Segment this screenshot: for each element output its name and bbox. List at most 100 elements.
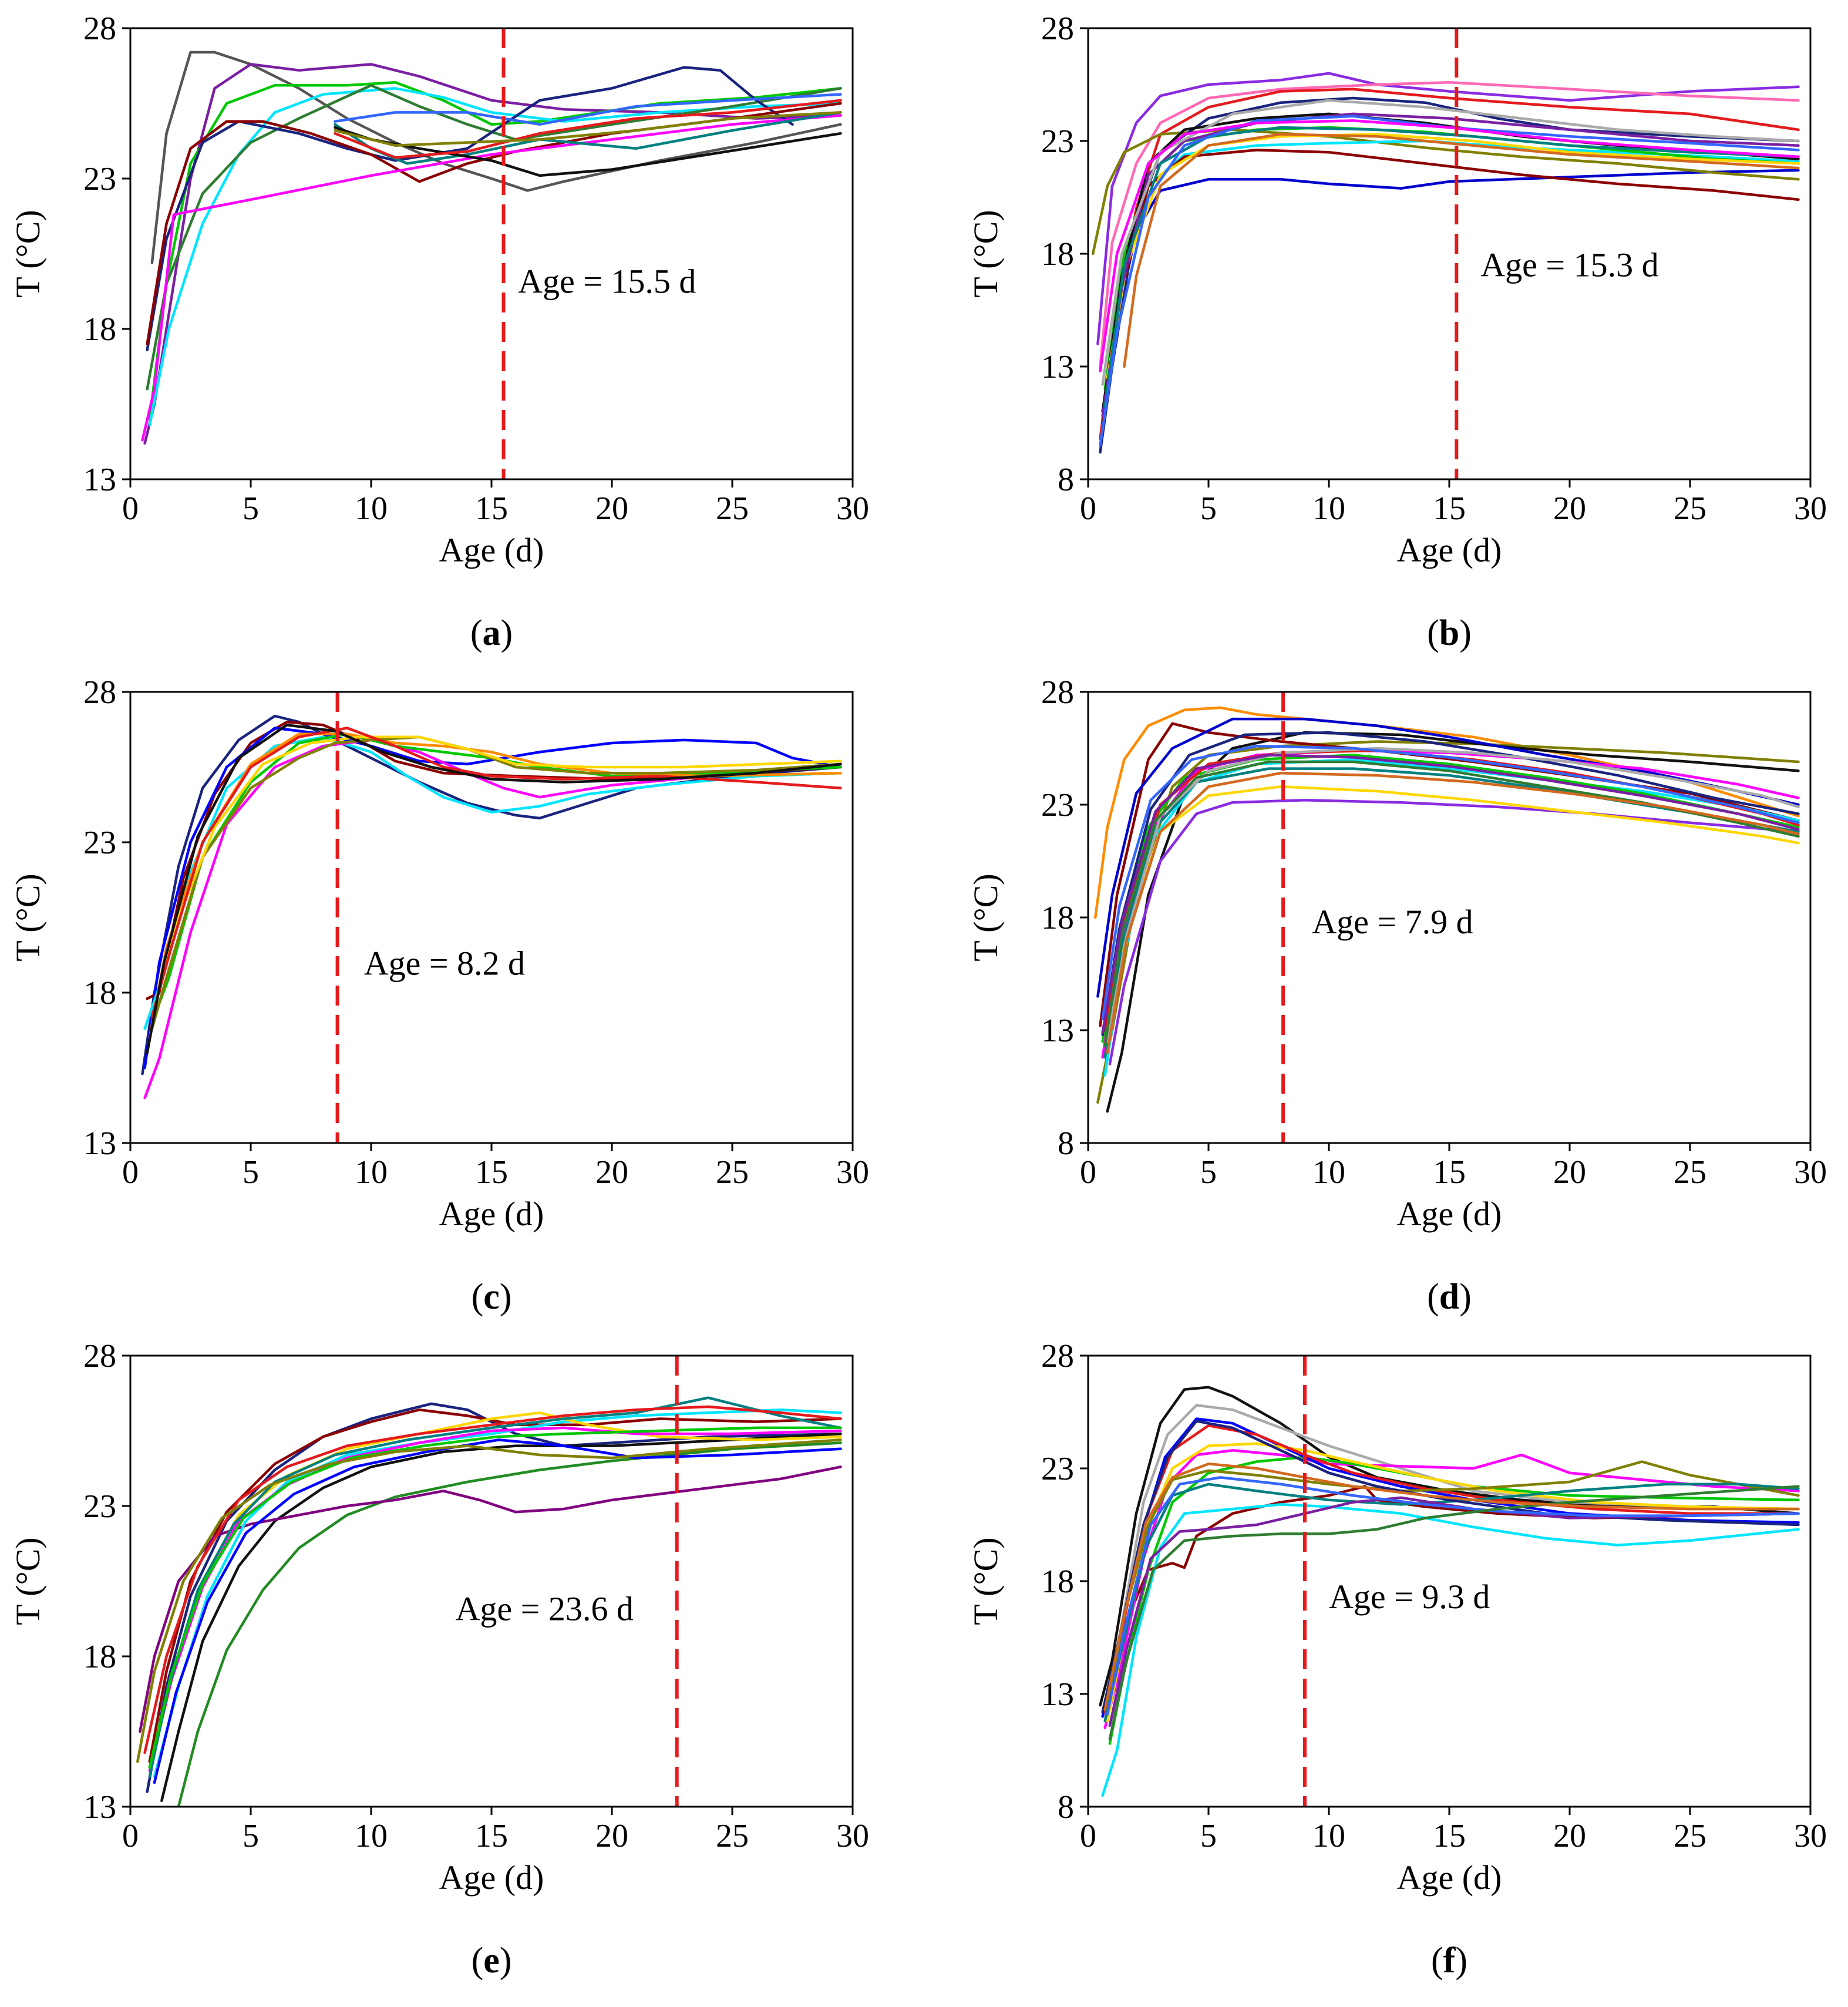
x-tick-label: 30 xyxy=(1794,1154,1827,1191)
y-tick-label: 18 xyxy=(83,311,116,348)
x-tick-label: 25 xyxy=(716,1154,749,1191)
series-line-1 xyxy=(1099,1386,1800,1707)
y-tick-label: 18 xyxy=(1041,1564,1074,1600)
y-tick-label: 13 xyxy=(83,1125,116,1162)
series-line-9 xyxy=(1101,149,1800,425)
x-tick-label: 5 xyxy=(1200,1818,1217,1854)
series-line-15 xyxy=(1099,115,1800,447)
y-tick-label: 8 xyxy=(1058,462,1074,498)
caption-close-paren: ) xyxy=(500,1277,512,1317)
caption-letter: a xyxy=(483,613,501,653)
series-line-9 xyxy=(148,1396,842,1779)
series-line-10 xyxy=(143,1405,842,1754)
x-tick-label: 30 xyxy=(836,490,869,527)
series-line-4 xyxy=(148,87,842,427)
x-tick-label: 25 xyxy=(716,1818,749,1854)
panel-caption: (a) xyxy=(470,613,513,653)
x-tick-label: 20 xyxy=(595,1154,628,1191)
y-tick-label: 8 xyxy=(1058,1789,1074,1826)
series-line-1 xyxy=(1094,706,1800,919)
series-line-2 xyxy=(148,1408,842,1763)
chart-panel-f: Age = 9.3 d 0 5 10 15 20 25 30 8 13 18 23 28 Age (d) T… xyxy=(967,1338,1827,1981)
x-tick-label: 20 xyxy=(595,1818,628,1854)
x-tick-label: 10 xyxy=(355,490,388,527)
y-tick-label: 13 xyxy=(1041,349,1074,385)
series-line-1 xyxy=(146,1402,842,1793)
x-tick-label: 5 xyxy=(1200,1154,1217,1191)
series-line-13 xyxy=(334,111,842,147)
x-tick-label: 20 xyxy=(595,490,628,527)
caption-letter: f xyxy=(1443,1941,1456,1981)
series-group xyxy=(141,51,842,445)
series-line-2 xyxy=(143,63,842,445)
series-line-3 xyxy=(148,80,842,421)
caption-open-paren: ( xyxy=(472,1941,484,1981)
x-tick-label: 30 xyxy=(836,1154,869,1191)
x-tick-label: 10 xyxy=(355,1154,388,1191)
series-line-16 xyxy=(1099,119,1800,372)
y-tick-label: 23 xyxy=(83,161,116,197)
x-tick-label: 0 xyxy=(122,490,139,527)
y-axis-title: T (°C) xyxy=(967,873,1005,961)
x-axis-title: Age (d) xyxy=(1397,531,1502,569)
series-line-1 xyxy=(141,714,842,1075)
plot-frame xyxy=(129,1354,854,1808)
series-line-12 xyxy=(153,1438,842,1784)
caption-open-paren: ( xyxy=(470,613,483,653)
caption-letter: b xyxy=(1439,613,1459,653)
series-line-12 xyxy=(334,93,842,126)
chart-panel-b: Age = 15.3 d 0 5 10 15 20 25 30 8 13 18 23 28 Age (d)… xyxy=(967,11,1827,653)
x-tick-label: 0 xyxy=(1080,1154,1096,1191)
x-tick-label: 15 xyxy=(475,490,508,527)
caption-close-paren: ) xyxy=(1459,1277,1472,1317)
caption-letter: d xyxy=(1439,1277,1459,1317)
panel-caption: (c) xyxy=(472,1277,512,1317)
x-tick-label: 15 xyxy=(475,1818,508,1854)
series-line-15 xyxy=(1101,744,1800,1021)
series-line-17 xyxy=(1123,133,1800,368)
y-tick-label: 13 xyxy=(83,462,116,498)
series-line-14 xyxy=(1101,99,1800,386)
series-line-14 xyxy=(1106,747,1800,1043)
x-tick-label: 25 xyxy=(1674,1154,1706,1191)
x-axis-title: Age (d) xyxy=(1397,1195,1502,1233)
y-tick-label: 13 xyxy=(1041,1676,1074,1713)
y-tick-label: 13 xyxy=(1041,1013,1074,1049)
series-line-9 xyxy=(153,735,842,1009)
x-tick-label: 0 xyxy=(1080,1818,1096,1854)
x-axis-title: Age (d) xyxy=(1397,1858,1502,1897)
series-line-13 xyxy=(136,1438,842,1763)
x-tick-label: 10 xyxy=(1312,1154,1345,1191)
series-line-5 xyxy=(146,84,842,391)
y-tick-label: 8 xyxy=(1058,1125,1074,1162)
series-line-12 xyxy=(1101,731,1800,1036)
age-marker-label: Age = 8.2 d xyxy=(364,944,525,982)
y-tick-label: 18 xyxy=(83,1639,116,1675)
x-tick-label: 20 xyxy=(1553,1818,1586,1854)
caption-close-paren: ) xyxy=(501,613,513,653)
caption-open-paren: ( xyxy=(472,1277,484,1317)
x-tick-label: 5 xyxy=(243,1154,259,1191)
x-tick-label: 15 xyxy=(1433,490,1466,527)
y-tick-label: 28 xyxy=(83,1338,116,1374)
caption-open-paren: ( xyxy=(1427,613,1439,653)
x-tick-label: 15 xyxy=(475,1154,508,1191)
caption-open-paren: ( xyxy=(1431,1941,1443,1981)
x-tick-label: 15 xyxy=(1433,1818,1466,1854)
age-marker-label: Age = 7.9 d xyxy=(1312,903,1473,941)
series-line-6 xyxy=(1096,717,1800,998)
series-line-5 xyxy=(143,738,842,1100)
panel-caption: (e) xyxy=(472,1941,512,1981)
series-line-1 xyxy=(1096,72,1800,345)
series-line-4 xyxy=(1101,1503,1800,1797)
x-tick-label: 5 xyxy=(243,490,259,527)
age-marker-label: Age = 15.3 d xyxy=(1480,246,1658,284)
series-line-17 xyxy=(1101,754,1800,1034)
series-line-15 xyxy=(1108,1485,1800,1741)
x-tick-label: 15 xyxy=(1433,1154,1466,1191)
x-tick-label: 0 xyxy=(122,1154,139,1191)
series-line-5 xyxy=(1091,128,1800,256)
y-tick-label: 18 xyxy=(1041,900,1074,936)
series-line-18 xyxy=(1106,771,1800,1054)
